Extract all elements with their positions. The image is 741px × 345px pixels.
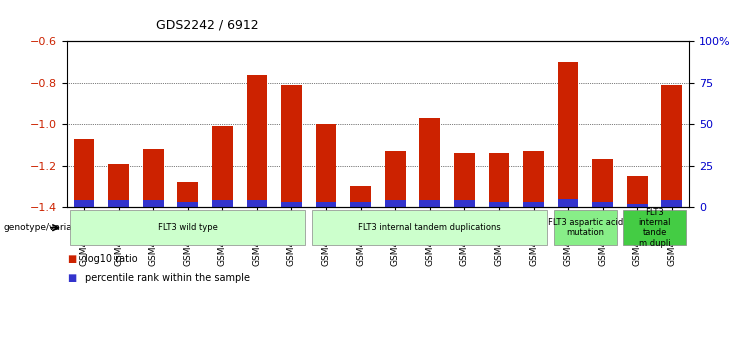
- Bar: [177, 182, 198, 207]
- Bar: [488, 153, 509, 207]
- Text: genotype/variation: genotype/variation: [4, 223, 90, 232]
- Bar: [143, 200, 164, 207]
- Bar: [177, 202, 198, 207]
- Bar: [281, 85, 302, 207]
- Bar: [662, 85, 682, 207]
- Bar: [316, 124, 336, 207]
- Text: ■: ■: [67, 273, 76, 283]
- Bar: [350, 202, 371, 207]
- Bar: [108, 200, 129, 207]
- Bar: [627, 176, 648, 207]
- Bar: [662, 200, 682, 207]
- Text: FLT3
internal
tande
m dupli: FLT3 internal tande m dupli: [638, 208, 671, 248]
- Bar: [212, 200, 233, 207]
- Bar: [523, 151, 544, 207]
- Bar: [212, 126, 233, 207]
- Bar: [454, 153, 475, 207]
- Bar: [385, 200, 405, 207]
- Text: percentile rank within the sample: percentile rank within the sample: [85, 273, 250, 283]
- Bar: [316, 202, 336, 207]
- Bar: [73, 200, 94, 207]
- Bar: [247, 200, 268, 207]
- Bar: [627, 204, 648, 207]
- Bar: [419, 118, 440, 207]
- Bar: [281, 202, 302, 207]
- Bar: [108, 164, 129, 207]
- Text: FLT3 aspartic acid
mutation: FLT3 aspartic acid mutation: [548, 218, 623, 237]
- Bar: [558, 62, 579, 207]
- Bar: [523, 202, 544, 207]
- Bar: [247, 75, 268, 207]
- Bar: [350, 186, 371, 207]
- Bar: [73, 139, 94, 207]
- Bar: [488, 202, 509, 207]
- Text: GDS2242 / 6912: GDS2242 / 6912: [156, 18, 259, 31]
- Bar: [592, 202, 613, 207]
- Bar: [419, 200, 440, 207]
- Bar: [592, 159, 613, 207]
- Bar: [143, 149, 164, 207]
- Text: FLT3 wild type: FLT3 wild type: [158, 223, 218, 232]
- Text: log10 ratio: log10 ratio: [85, 254, 138, 264]
- Bar: [558, 199, 579, 207]
- Bar: [385, 151, 405, 207]
- Bar: [454, 200, 475, 207]
- Text: FLT3 internal tandem duplications: FLT3 internal tandem duplications: [359, 223, 501, 232]
- Text: ■: ■: [67, 254, 76, 264]
